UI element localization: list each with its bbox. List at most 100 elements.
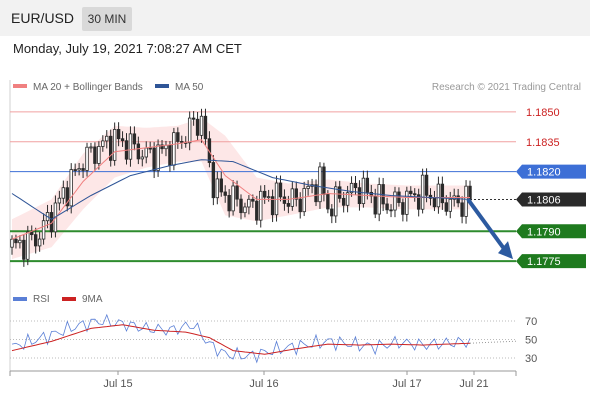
candle-77 bbox=[314, 179, 318, 207]
candle-86 bbox=[349, 176, 354, 197]
candle-6 bbox=[33, 227, 38, 254]
ma50-legend-swatch bbox=[155, 84, 169, 88]
candle-101 bbox=[409, 186, 413, 198]
candle-85 bbox=[345, 185, 350, 213]
level-label-1.1820: 1.1820 bbox=[527, 167, 561, 179]
candle-75 bbox=[306, 180, 310, 196]
candle-93 bbox=[377, 177, 381, 222]
x-tick-label-0: Jul 15 bbox=[103, 378, 132, 390]
candle-70 bbox=[286, 195, 291, 214]
candle-71 bbox=[290, 181, 295, 211]
candle-114 bbox=[460, 196, 464, 224]
candle-25 bbox=[109, 129, 113, 167]
candle-0 bbox=[10, 235, 14, 255]
candle-46 bbox=[191, 111, 196, 126]
rsi-ma-line bbox=[11, 324, 471, 355]
candle-74 bbox=[302, 181, 306, 217]
candle-21 bbox=[93, 142, 97, 172]
candle-89 bbox=[361, 170, 366, 208]
level-label-1.1790: 1.1790 bbox=[527, 226, 561, 238]
candle-7 bbox=[37, 231, 42, 252]
rsi-tick-50: 50 bbox=[525, 335, 537, 347]
candle-109 bbox=[440, 176, 445, 210]
candle-105 bbox=[424, 168, 429, 203]
copyright-label: Research © 2021 Trading Central bbox=[432, 82, 581, 93]
candle-58 bbox=[239, 194, 243, 220]
candle-83 bbox=[338, 180, 342, 203]
candle-3 bbox=[22, 234, 26, 267]
candle-5 bbox=[30, 225, 34, 241]
candle-20 bbox=[89, 142, 93, 153]
x-tick-label-2: Jul 17 bbox=[392, 378, 421, 390]
timeframe-button[interactable]: 30 MIN bbox=[82, 7, 132, 31]
candle-13 bbox=[61, 180, 66, 205]
candle-49 bbox=[203, 108, 208, 146]
candle-68 bbox=[278, 175, 283, 202]
level-tag-1.1820 bbox=[516, 164, 586, 179]
candle-1 bbox=[14, 234, 18, 249]
candle-30 bbox=[128, 126, 133, 167]
candle-97 bbox=[393, 186, 397, 218]
candle-8 bbox=[41, 213, 46, 245]
candle-51 bbox=[211, 155, 216, 206]
candle-107 bbox=[432, 190, 437, 212]
candle-54 bbox=[223, 185, 227, 203]
candle-19 bbox=[85, 142, 89, 177]
candle-22 bbox=[97, 141, 101, 170]
candle-59 bbox=[243, 202, 247, 218]
candle-48 bbox=[199, 108, 204, 143]
candle-111 bbox=[448, 191, 452, 219]
candle-47 bbox=[195, 112, 200, 141]
rsi-legend-swatch bbox=[13, 297, 27, 301]
level-tag-1.1775 bbox=[516, 254, 586, 269]
candle-26 bbox=[112, 122, 117, 166]
candle-102 bbox=[413, 188, 417, 202]
ma20-line bbox=[11, 139, 470, 240]
level-label-1.1850: 1.1850 bbox=[526, 107, 560, 119]
candle-73 bbox=[298, 192, 302, 219]
rsi-line bbox=[11, 313, 471, 364]
candle-72 bbox=[294, 181, 298, 207]
candle-81 bbox=[330, 204, 334, 224]
candle-32 bbox=[136, 136, 141, 165]
candle-100 bbox=[405, 186, 409, 222]
candle-2 bbox=[18, 235, 22, 249]
candle-52 bbox=[215, 171, 220, 205]
header-bar: EUR/USD 30 MIN bbox=[0, 0, 590, 36]
candle-42 bbox=[176, 127, 180, 149]
candle-96 bbox=[389, 204, 393, 218]
candle-84 bbox=[341, 191, 346, 213]
candle-108 bbox=[436, 176, 441, 214]
candle-43 bbox=[180, 135, 184, 149]
candle-64 bbox=[262, 184, 267, 204]
bollinger-band bbox=[12, 117, 470, 260]
rsi-tick-70: 70 bbox=[525, 316, 537, 328]
x-tick-label-3: Jul 21 bbox=[459, 378, 488, 390]
rsi-ma-legend-label: 9MA bbox=[82, 294, 103, 305]
candle-36 bbox=[152, 142, 156, 179]
candle-27 bbox=[116, 122, 121, 147]
forecast-arrow-shaft bbox=[466, 198, 507, 252]
symbol-label: EUR/USD bbox=[11, 10, 75, 26]
candle-115 bbox=[464, 180, 468, 224]
candle-45 bbox=[187, 111, 192, 151]
candle-12 bbox=[57, 190, 62, 211]
candle-16 bbox=[73, 163, 77, 176]
rsi-tick-30: 30 bbox=[525, 353, 537, 365]
candle-33 bbox=[140, 149, 144, 167]
ma50-line bbox=[11, 159, 471, 220]
rsi-projection bbox=[469, 340, 517, 344]
candle-62 bbox=[255, 195, 259, 225]
candle-53 bbox=[219, 171, 223, 197]
candle-78 bbox=[318, 162, 322, 209]
bollinger-legend-swatch bbox=[13, 84, 27, 88]
candle-24 bbox=[105, 130, 109, 149]
candle-55 bbox=[227, 189, 231, 218]
candle-18 bbox=[81, 163, 85, 178]
datetime-label: Monday, July 19, 2021 7:08:27 AM CET bbox=[13, 41, 242, 56]
rsi-ma-legend-swatch bbox=[62, 297, 76, 301]
candle-40 bbox=[168, 141, 172, 172]
candle-104 bbox=[420, 168, 425, 214]
rsi-legend-label: RSI bbox=[33, 294, 50, 305]
